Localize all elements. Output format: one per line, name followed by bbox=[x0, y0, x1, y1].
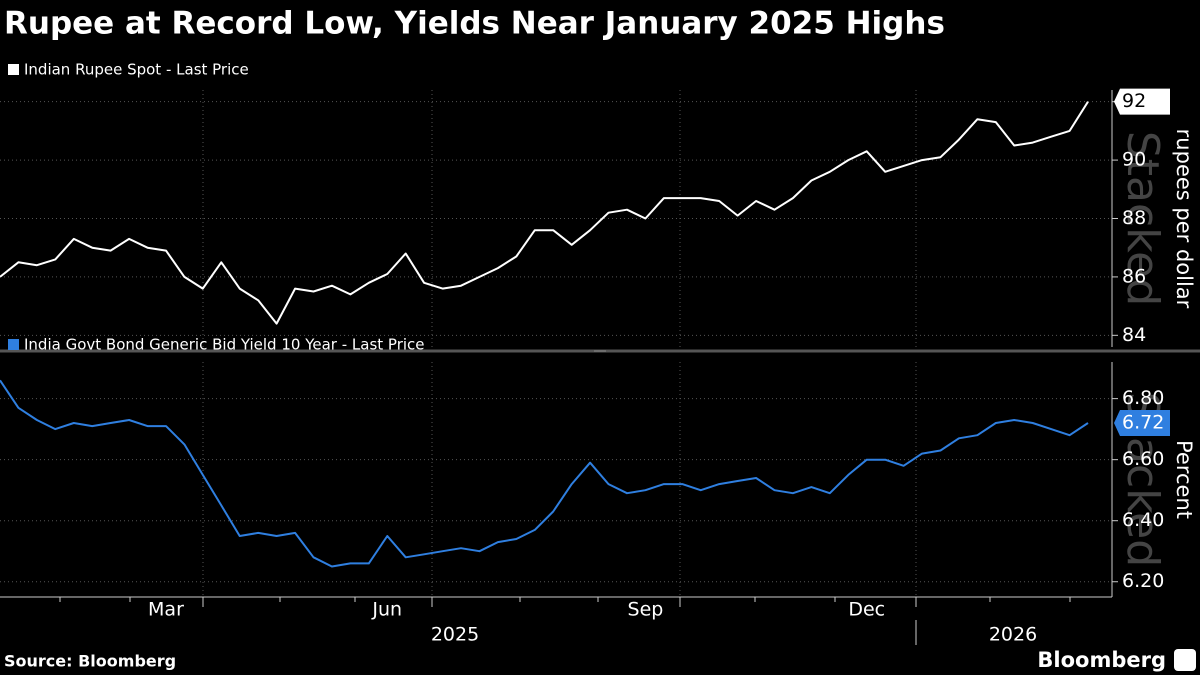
year-label: 2025 bbox=[431, 624, 479, 646]
watermark: Stacked bbox=[1117, 131, 1168, 306]
x-axis bbox=[0, 596, 1112, 645]
y-axis-title: rupees per dollar bbox=[1172, 129, 1196, 309]
last-value-label: 6.72 bbox=[1122, 412, 1164, 434]
series-line bbox=[0, 379, 1089, 568]
legend-swatch bbox=[8, 339, 19, 350]
x-tick-label: Mar bbox=[148, 599, 184, 621]
x-tick-label: Jun bbox=[371, 599, 402, 621]
last-value-label: 92 bbox=[1122, 90, 1146, 112]
last-value-box bbox=[1114, 88, 1170, 115]
y-tick-label: 84 bbox=[1122, 324, 1146, 346]
y-tick-label: 86 bbox=[1122, 265, 1146, 287]
x-tick-label: Sep bbox=[628, 599, 664, 621]
y-tick-label: 6.20 bbox=[1122, 570, 1164, 592]
y-tick-label: 6.60 bbox=[1122, 448, 1164, 470]
year-label: 2026 bbox=[989, 624, 1037, 646]
y-tick-label: 90 bbox=[1122, 149, 1146, 171]
legend-label: India Govt Bond Generic Bid Yield 10 Yea… bbox=[24, 336, 425, 354]
source: Source: Bloomberg bbox=[4, 652, 176, 671]
y-axis-title: Percent bbox=[1172, 440, 1196, 519]
y-tick-label: 6.80 bbox=[1122, 387, 1164, 409]
last-value-box bbox=[1114, 410, 1170, 437]
logo-icon bbox=[1174, 649, 1196, 671]
x-tick-label: Dec bbox=[848, 599, 885, 621]
series-line bbox=[0, 101, 1089, 325]
logo: Bloomberg bbox=[1037, 648, 1166, 672]
legend-label: Indian Rupee Spot - Last Price bbox=[24, 61, 249, 79]
chart-title: Rupee at Record Low, Yields Near January… bbox=[4, 6, 945, 42]
legend-swatch bbox=[8, 64, 19, 75]
y-tick-label: 88 bbox=[1122, 207, 1146, 229]
y-tick-label: 6.40 bbox=[1122, 509, 1164, 531]
